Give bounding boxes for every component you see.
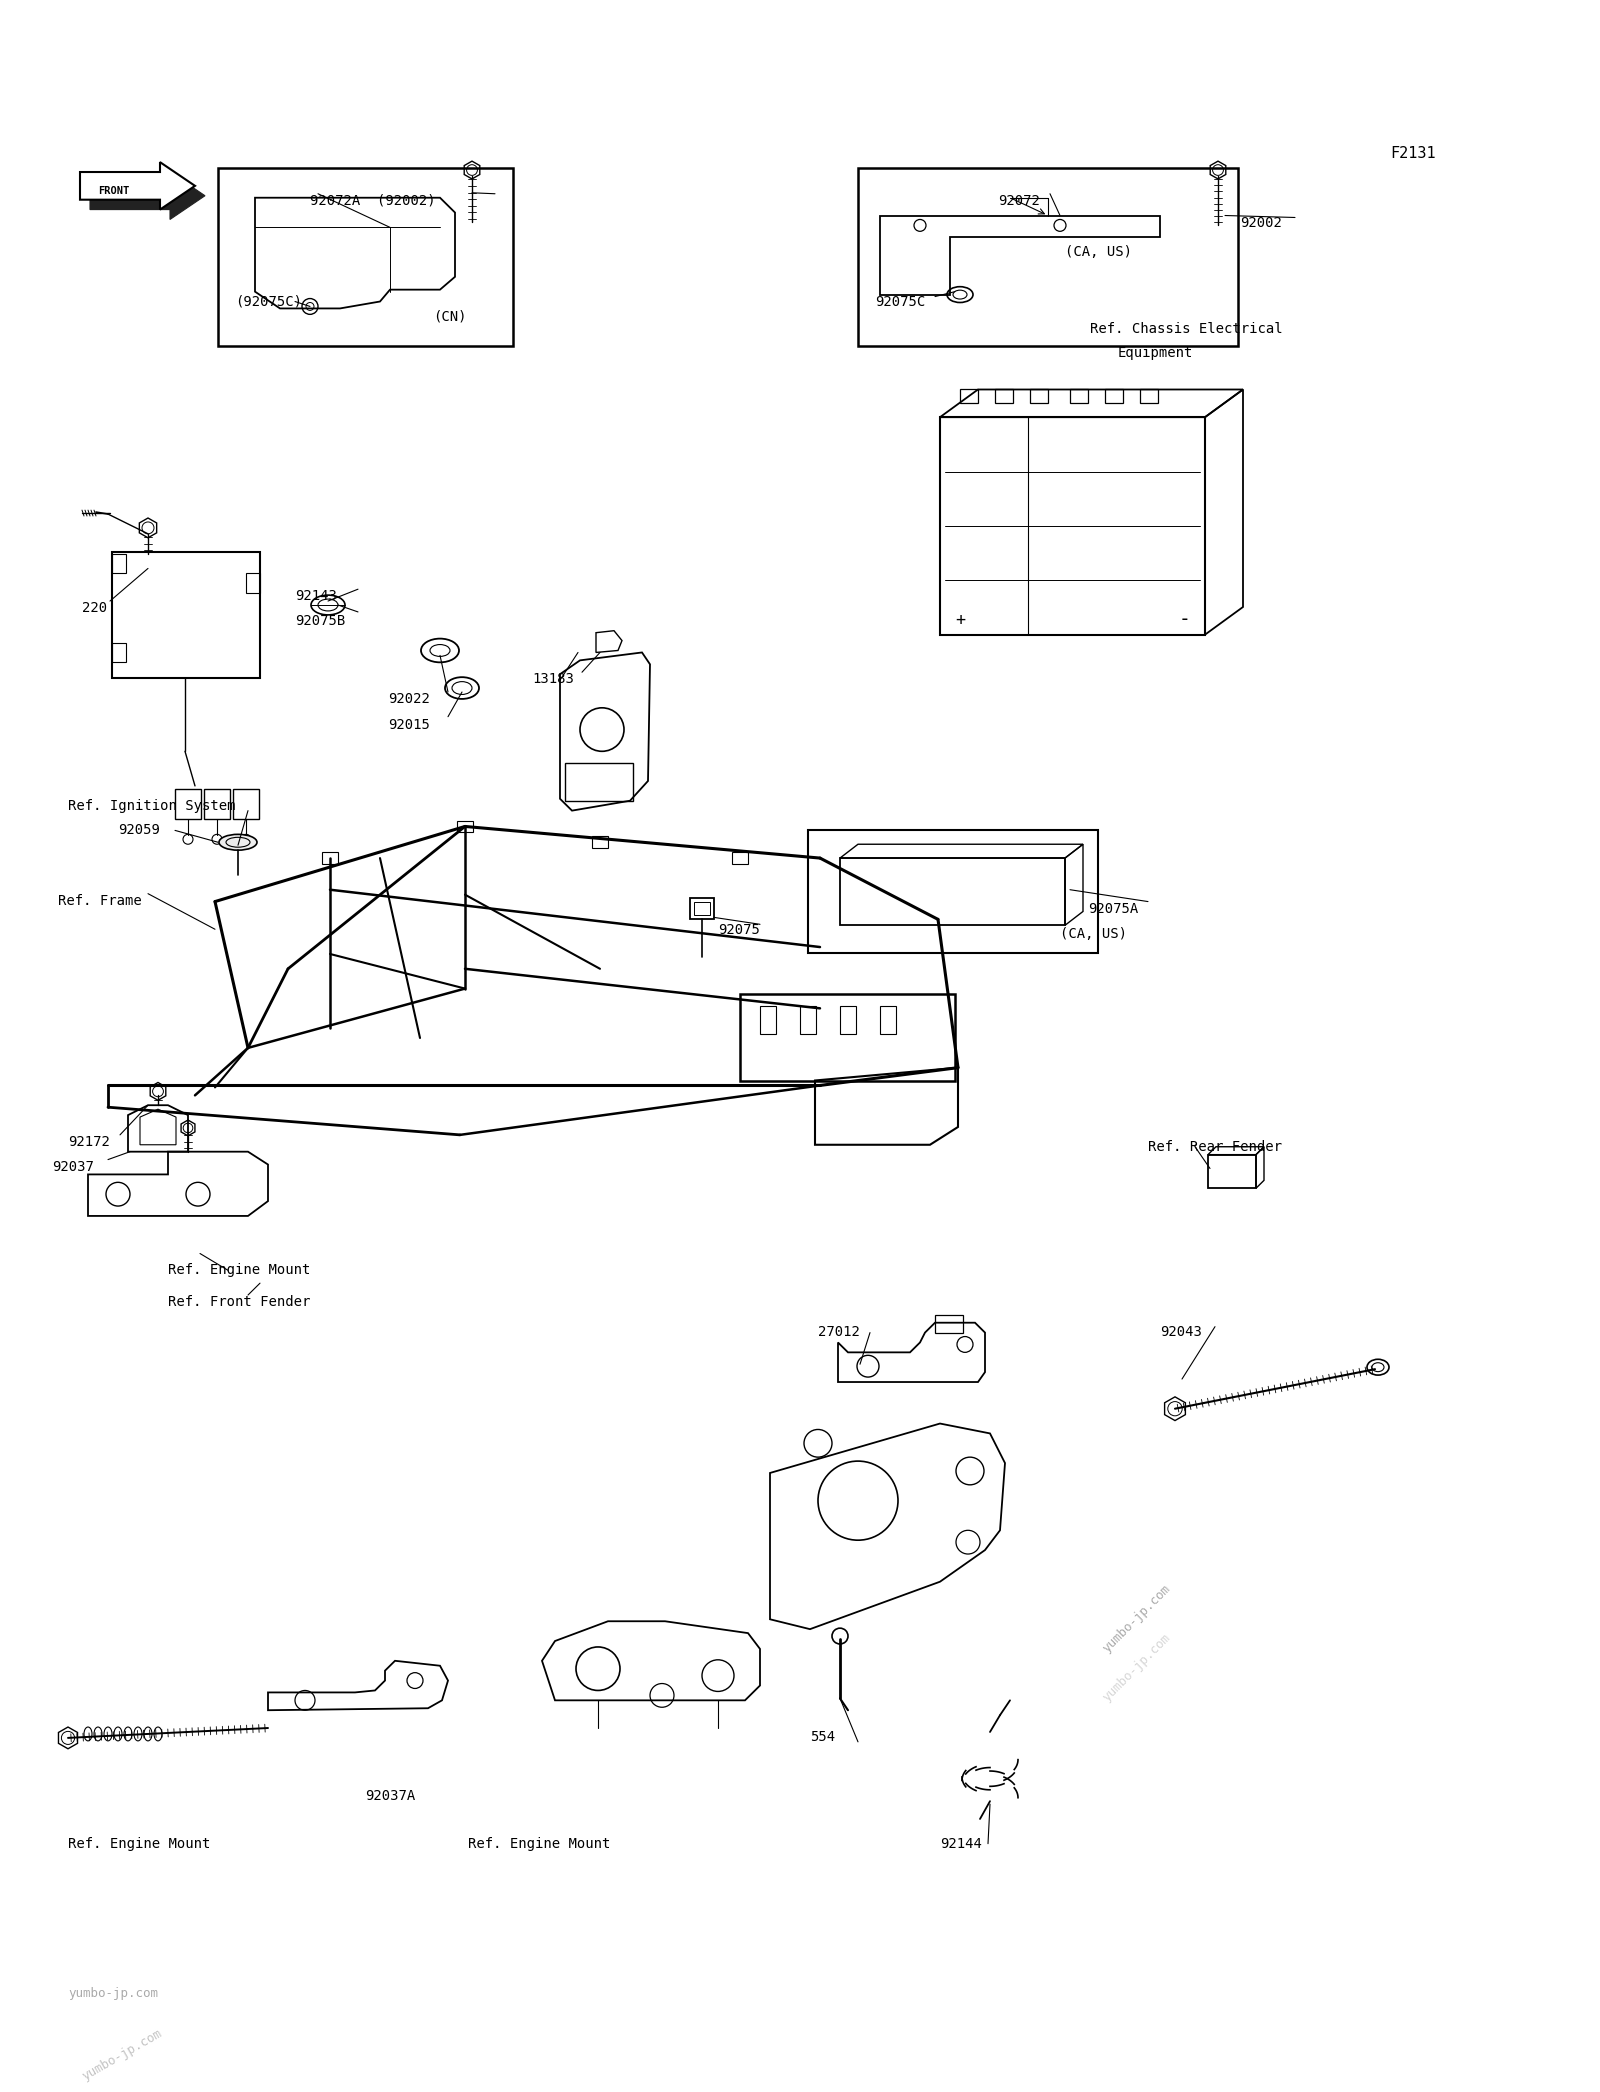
Text: yumbo-jp.com: yumbo-jp.com (1101, 1632, 1173, 1705)
Bar (1106, 389, 1123, 404)
Text: 92075C: 92075C (875, 295, 925, 310)
Polygon shape (80, 161, 195, 209)
Bar (112, 554, 126, 573)
Text: (92075C): (92075C) (235, 295, 302, 310)
Bar (960, 389, 978, 404)
Bar (733, 851, 749, 864)
Bar (234, 789, 259, 818)
Text: Ref. Frame: Ref. Frame (58, 893, 142, 908)
Text: yumbo-jp.com: yumbo-jp.com (67, 1987, 158, 2000)
Bar (246, 573, 259, 594)
Text: 92143: 92143 (294, 590, 338, 602)
Bar (1139, 389, 1158, 404)
Bar (565, 764, 634, 801)
Ellipse shape (219, 835, 258, 849)
Text: 92037A: 92037A (365, 1789, 416, 1803)
Bar (1070, 389, 1088, 404)
Text: 92075A: 92075A (1088, 902, 1138, 916)
Text: Ref. Rear Fender: Ref. Rear Fender (1149, 1140, 1282, 1155)
Text: +: + (955, 611, 965, 630)
Text: 92037: 92037 (51, 1159, 94, 1174)
Text: 92075B: 92075B (294, 613, 346, 628)
Bar (205, 789, 230, 818)
Text: (CN): (CN) (434, 310, 467, 324)
Text: (CA, US): (CA, US) (1059, 927, 1126, 941)
Bar (858, 167, 1238, 345)
Text: 92043: 92043 (1160, 1324, 1202, 1339)
Text: yumbo-jp.com: yumbo-jp.com (80, 2027, 165, 2084)
Text: F2131: F2131 (1390, 146, 1435, 161)
Bar (941, 416, 1205, 634)
Text: Ref. Engine Mount: Ref. Engine Mount (67, 1837, 210, 1851)
Text: 92172: 92172 (67, 1134, 110, 1149)
Bar (112, 552, 259, 678)
Text: Ref. Chassis Electrical: Ref. Chassis Electrical (1090, 322, 1283, 337)
Text: 27012: 27012 (818, 1324, 859, 1339)
Bar (1030, 389, 1048, 404)
Text: 220: 220 (82, 600, 107, 615)
Text: (CA, US): (CA, US) (1066, 245, 1133, 259)
Bar (840, 858, 1066, 925)
Text: FRONT: FRONT (98, 186, 130, 197)
Bar (840, 1006, 856, 1033)
Bar (592, 837, 608, 847)
Bar (322, 851, 338, 864)
Text: 92022: 92022 (387, 692, 430, 705)
Bar (174, 789, 202, 818)
Text: -: - (1179, 611, 1190, 630)
Bar (739, 994, 955, 1079)
Polygon shape (90, 172, 205, 220)
Text: 92059: 92059 (118, 824, 160, 837)
Text: Ref. Engine Mount: Ref. Engine Mount (467, 1837, 610, 1851)
Text: 92075: 92075 (718, 923, 760, 937)
Text: Ref. Front Fender: Ref. Front Fender (168, 1295, 310, 1310)
Text: 92072A  (92002): 92072A (92002) (310, 195, 435, 207)
Text: yumbo-jp.com: yumbo-jp.com (1101, 1582, 1173, 1655)
Text: 554: 554 (810, 1730, 835, 1745)
Text: 92072: 92072 (998, 195, 1040, 207)
Bar (458, 820, 474, 833)
Bar (934, 1314, 963, 1333)
Bar (800, 1006, 816, 1033)
Text: 13183: 13183 (531, 672, 574, 686)
Text: Equipment: Equipment (1118, 345, 1194, 360)
Bar (880, 1006, 896, 1033)
Bar (690, 897, 714, 918)
Bar (995, 389, 1013, 404)
Text: 92144: 92144 (941, 1837, 982, 1851)
Text: 92002: 92002 (1240, 215, 1282, 230)
Bar (112, 642, 126, 663)
Bar (808, 831, 1098, 954)
Bar (1208, 1155, 1256, 1188)
Text: Ref. Ignition System: Ref. Ignition System (67, 799, 235, 814)
Bar (694, 902, 710, 916)
Text: 92015: 92015 (387, 718, 430, 732)
Bar (760, 1006, 776, 1033)
Text: Ref. Engine Mount: Ref. Engine Mount (168, 1264, 310, 1278)
Bar (218, 167, 514, 345)
